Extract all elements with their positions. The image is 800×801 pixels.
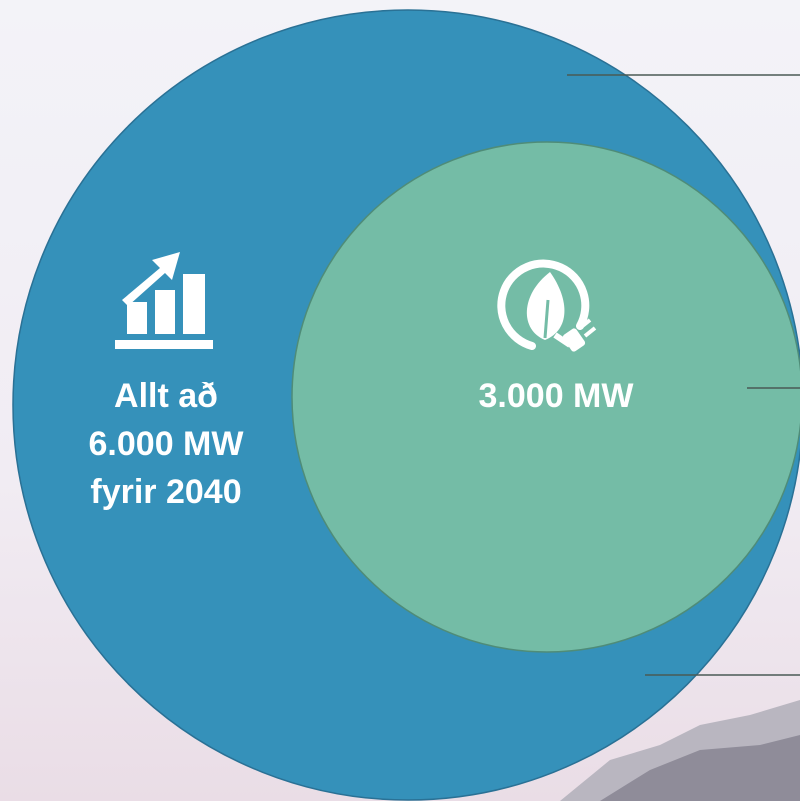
- outer-label: 6.000 MW: [89, 425, 245, 463]
- outer-label: fyrir 2040: [90, 473, 241, 511]
- diagram: Allt að 6.000 MW fyrir 2040 3.000 MW: [0, 0, 800, 801]
- inner-label: 3.000 MW: [479, 377, 635, 415]
- page: Allt að 6.000 MW fyrir 2040 3.000 MW (()…: [0, 0, 800, 801]
- outer-label: Allt að: [114, 377, 218, 415]
